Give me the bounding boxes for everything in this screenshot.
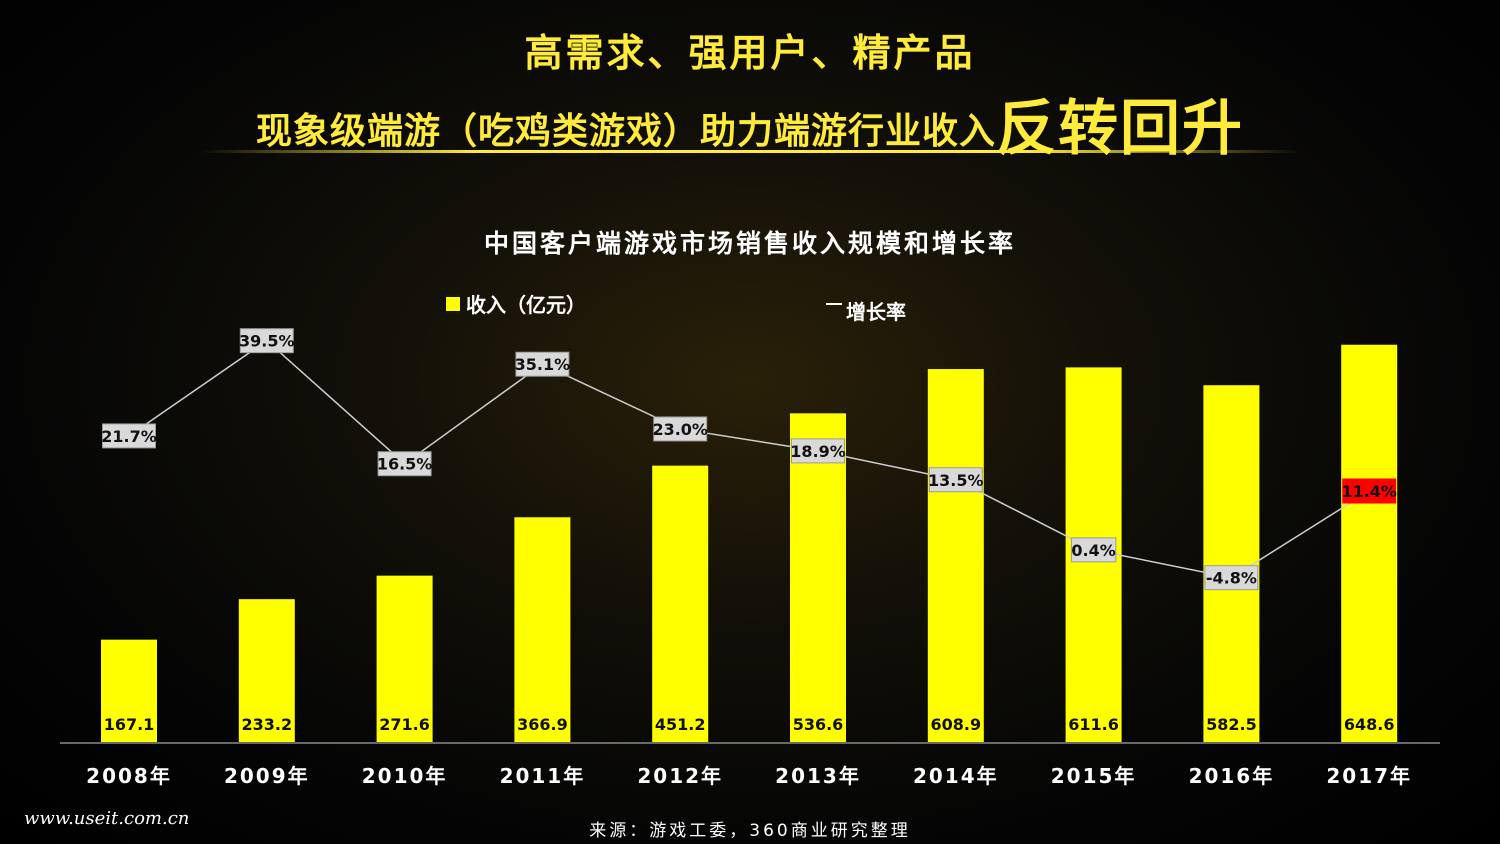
growth-label-6: 13.5% xyxy=(928,471,984,490)
title-divider xyxy=(200,150,1300,153)
x-tick-label-9: 2017年 xyxy=(1326,764,1412,788)
bar-4 xyxy=(652,465,709,742)
growth-label-box-3 xyxy=(515,351,570,377)
x-tick-label-8: 2016年 xyxy=(1189,764,1275,788)
bar-value-label-7: 611.6 xyxy=(1068,715,1119,734)
growth-label-7: 0.4% xyxy=(1071,541,1115,560)
bar-value-label-5: 536.6 xyxy=(793,715,844,734)
bar-3 xyxy=(514,517,571,742)
bar-0 xyxy=(101,639,157,742)
x-tick-label-1: 2009年 xyxy=(224,764,310,788)
growth-label-9: 11.4% xyxy=(1341,482,1397,501)
headline-line-1: 高需求、强用户、精产品 xyxy=(524,31,976,75)
growth-label-1: 39.5% xyxy=(239,332,295,351)
growth-label-box-9 xyxy=(1342,478,1397,504)
x-tick-label-4: 2012年 xyxy=(637,764,723,788)
legend-growth-label: 增长率 xyxy=(846,300,906,324)
watermark: www.useit.com.cn xyxy=(24,808,190,829)
x-tick-label-5: 2013年 xyxy=(775,764,861,788)
growth-label-box-7 xyxy=(1070,537,1117,563)
bar-6 xyxy=(927,369,984,742)
bar-value-label-2: 271.6 xyxy=(379,715,430,734)
growth-label-4: 23.0% xyxy=(652,420,708,439)
bar-9 xyxy=(1341,344,1398,742)
bar-5 xyxy=(790,413,846,742)
growth-label-box-6 xyxy=(928,467,983,493)
growth-label-box-8 xyxy=(1204,565,1259,591)
x-tick-label-2: 2010年 xyxy=(362,764,448,788)
bar-value-label-0: 167.1 xyxy=(104,715,155,734)
bar-value-label-1: 233.2 xyxy=(241,715,292,734)
bar-8 xyxy=(1203,385,1260,742)
bar-value-label-4: 451.2 xyxy=(655,715,706,734)
growth-rate-line xyxy=(128,339,1370,579)
x-tick-label-0: 2008年 xyxy=(86,764,172,788)
growth-label-0: 21.7% xyxy=(101,427,157,446)
bar-value-label-8: 582.5 xyxy=(1206,715,1257,734)
legend-revenue-label: 收入（亿元） xyxy=(466,293,586,317)
growth-label-2: 16.5% xyxy=(377,455,433,474)
x-tick-label-6: 2014年 xyxy=(913,764,999,788)
growth-label-box-0 xyxy=(102,423,156,449)
bar-value-label-3: 366.9 xyxy=(517,715,568,734)
bar-value-label-6: 608.9 xyxy=(930,715,981,734)
growth-label-5: 18.9% xyxy=(790,442,846,461)
legend-growth-swatch xyxy=(826,302,842,305)
growth-label-3: 35.1% xyxy=(515,355,571,374)
chart-title: 中国客户端游戏市场销售收入规模和增长率 xyxy=(483,229,1016,258)
growth-label-box-1 xyxy=(239,328,294,354)
growth-label-box-5 xyxy=(791,438,845,464)
headline-line-2-prefix: 现象级端游（吃鸡类游戏）助力端游行业收入 xyxy=(255,111,996,152)
legend-revenue-swatch xyxy=(446,296,460,311)
bar-value-label-9: 648.6 xyxy=(1344,715,1395,734)
legend-revenue: 收入（亿元） xyxy=(446,289,586,318)
x-tick-label-7: 2015年 xyxy=(1051,764,1137,788)
legend-growth: 增长率 xyxy=(826,296,906,325)
growth-label-box-4 xyxy=(653,416,708,442)
bar-1 xyxy=(238,599,295,742)
bar-2 xyxy=(376,575,433,742)
x-tick-label-3: 2011年 xyxy=(500,764,586,788)
growth-label-box-2 xyxy=(377,451,432,477)
source-note: 来源：游戏工委，360商业研究整理 xyxy=(589,821,911,841)
growth-label-8: -4.8% xyxy=(1206,569,1257,588)
